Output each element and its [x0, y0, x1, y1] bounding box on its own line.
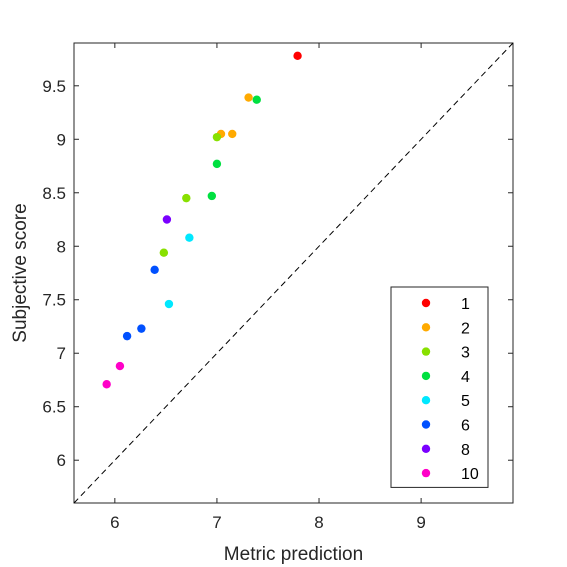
data-point-series-2 [228, 129, 237, 139]
legend-marker [421, 323, 431, 332]
data-point-series-10 [115, 361, 125, 371]
data-point-series-8 [162, 215, 172, 224]
legend-entry-label: 4 [461, 369, 470, 386]
x-tick-label: 9 [416, 513, 425, 532]
legend-entry-label: 2 [461, 320, 470, 337]
data-points [102, 51, 302, 389]
y-tick-label: 8 [57, 237, 66, 256]
legend-box [390, 286, 489, 488]
data-point-series-4 [207, 191, 217, 201]
y-tick-label: 6.5 [42, 398, 66, 417]
data-point-series-4 [212, 159, 222, 169]
data-point-series-5 [185, 233, 194, 242]
legend-entry-label: 1 [461, 296, 470, 313]
y-tick-label: 7.5 [42, 291, 66, 310]
data-point-series-3 [182, 193, 191, 203]
reference-diagonal-line [73, 42, 514, 504]
y-tick-label: 6 [57, 451, 66, 470]
legend-marker [421, 396, 431, 405]
y-tick-label: 7 [57, 344, 66, 363]
legend-marker [421, 298, 431, 308]
legend-entry-label: 6 [461, 418, 470, 435]
legend-marker [421, 468, 431, 478]
data-point-series-10 [102, 380, 111, 389]
data-point-series-6 [150, 265, 159, 274]
x-axis-label: Metric prediction [224, 544, 363, 565]
x-tick-label: 7 [212, 513, 221, 532]
data-point-series-4 [252, 95, 261, 104]
legend-marker [421, 347, 431, 356]
data-point-series-3 [159, 248, 169, 257]
y-tick-label: 8.5 [42, 184, 66, 203]
legend-marker [421, 444, 431, 453]
legend-marker [421, 371, 431, 381]
axis-ticks: 6 7 8 9 6 6.5 7 7.5 8 8.5 9 9.5 [42, 43, 513, 532]
legend-entry-label: 10 [461, 466, 479, 483]
x-tick-label: 6 [110, 513, 119, 532]
legend-entry-label: 5 [461, 393, 470, 410]
data-point-series-5 [164, 299, 174, 309]
x-tick-label: 8 [314, 513, 323, 532]
legend-marker [421, 420, 431, 429]
data-point-series-1 [293, 51, 302, 61]
legend: 1 2 3 4 5 6 8 10 [390, 286, 489, 488]
y-axis-label: Subjective score [10, 203, 31, 342]
data-point-series-6 [137, 324, 146, 333]
y-tick-label: 9 [57, 130, 66, 149]
y-tick-label: 9.5 [42, 77, 66, 96]
data-point-series-2 [244, 93, 253, 102]
data-point-series-3 [212, 132, 222, 142]
legend-entry-label: 3 [461, 345, 470, 362]
legend-entry-label: 8 [461, 442, 470, 459]
data-point-series-6 [122, 331, 132, 341]
